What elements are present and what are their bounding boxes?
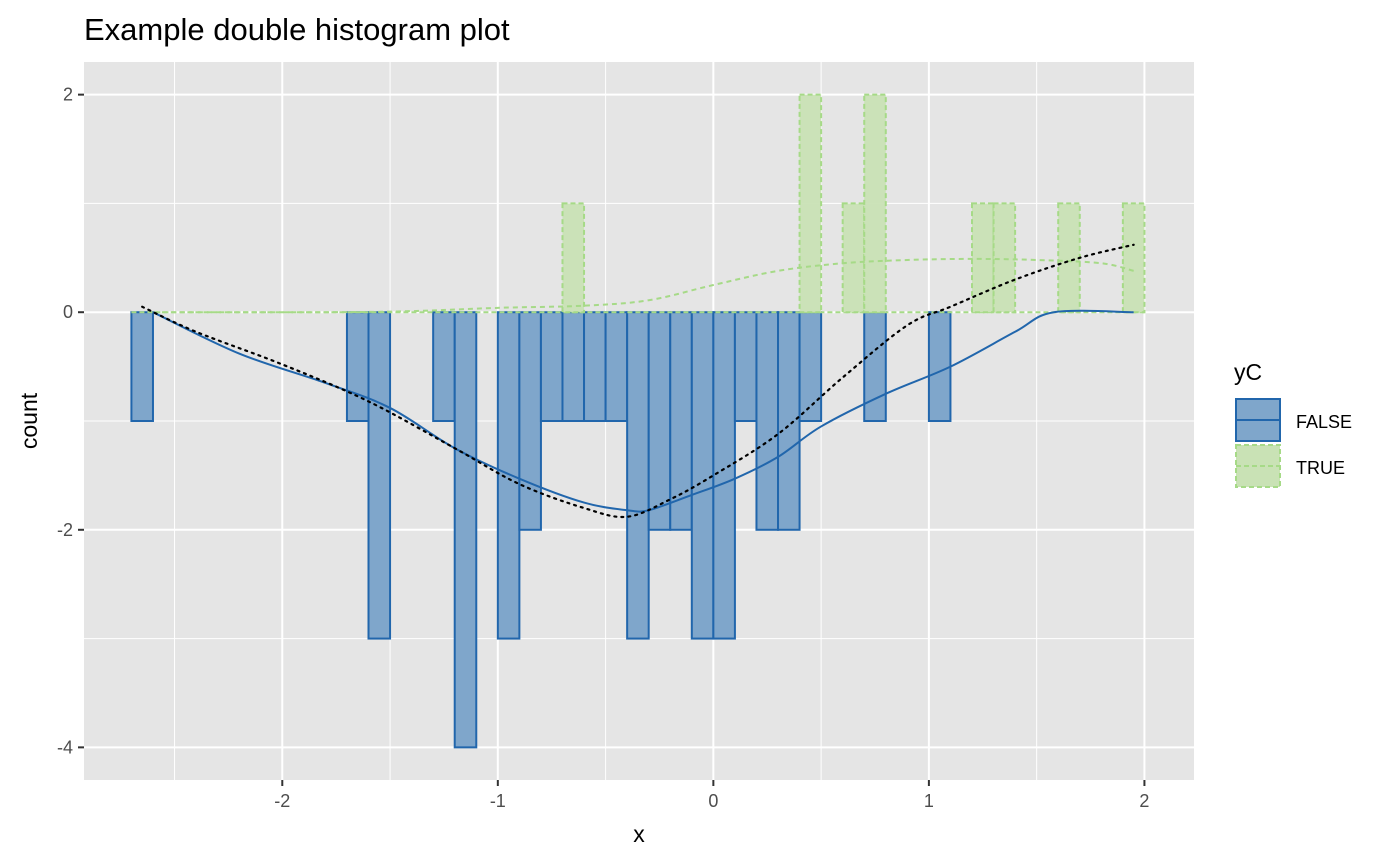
x-axis-title: x [633,821,645,847]
bar-false [690,311,715,640]
bar-false [712,311,736,640]
legend: yC FALSE TRUE [1234,359,1352,488]
legend-item-false: FALSE [1235,398,1352,442]
bar-false [453,311,478,749]
legend-key-true [1235,444,1281,488]
bar-true [798,93,823,314]
bar-false [496,311,521,640]
legend-label-false: FALSE [1296,412,1352,432]
y-tick-label: 2 [63,85,73,105]
bar-false [927,311,952,423]
legend-item-true: TRUE [1235,444,1345,488]
x-tick-label: 2 [1139,791,1149,811]
x-axis: -2 -1 0 1 2 [274,780,1149,811]
y-tick-label: 0 [63,302,73,322]
x-tick-label: 0 [708,791,718,811]
bar-false [798,311,823,423]
x-tick-label: -2 [274,791,290,811]
density-overall [141,243,1135,519]
bar-true [561,202,586,314]
density-false [152,309,1134,513]
bar-true [1121,202,1146,314]
legend-label-true: TRUE [1296,458,1345,478]
bars-false [130,311,952,749]
bar-false [604,311,629,423]
bar-true [863,93,887,314]
bar-true [841,202,866,314]
bar-true [1057,202,1081,314]
y-tick-label: -2 [57,520,73,540]
bar-true [992,202,1017,314]
y-tick-label: -4 [57,737,73,757]
legend-title: yC [1234,359,1262,385]
density-true [152,257,1134,314]
y-axis: -4 -2 0 2 [57,85,84,757]
bar-false [367,311,392,640]
bar-false [733,311,758,423]
x-tick-label: -1 [490,791,506,811]
y-axis-title: count [16,392,42,449]
bar-false [583,311,607,423]
bar-false [626,311,650,640]
bar-false [863,311,887,423]
bar-false [755,311,780,531]
bar-false [539,311,564,423]
bar-false [647,311,672,531]
bar-false [518,311,542,531]
bar-false [345,311,370,423]
chart-title: Example double histogram plot [84,12,510,47]
bar-false [561,311,586,423]
bar-false [432,311,456,423]
x-tick-label: 1 [924,791,934,811]
bar-false [130,311,154,423]
bar-false [777,311,801,531]
density-curves [141,243,1135,519]
bars-true [131,93,1146,314]
